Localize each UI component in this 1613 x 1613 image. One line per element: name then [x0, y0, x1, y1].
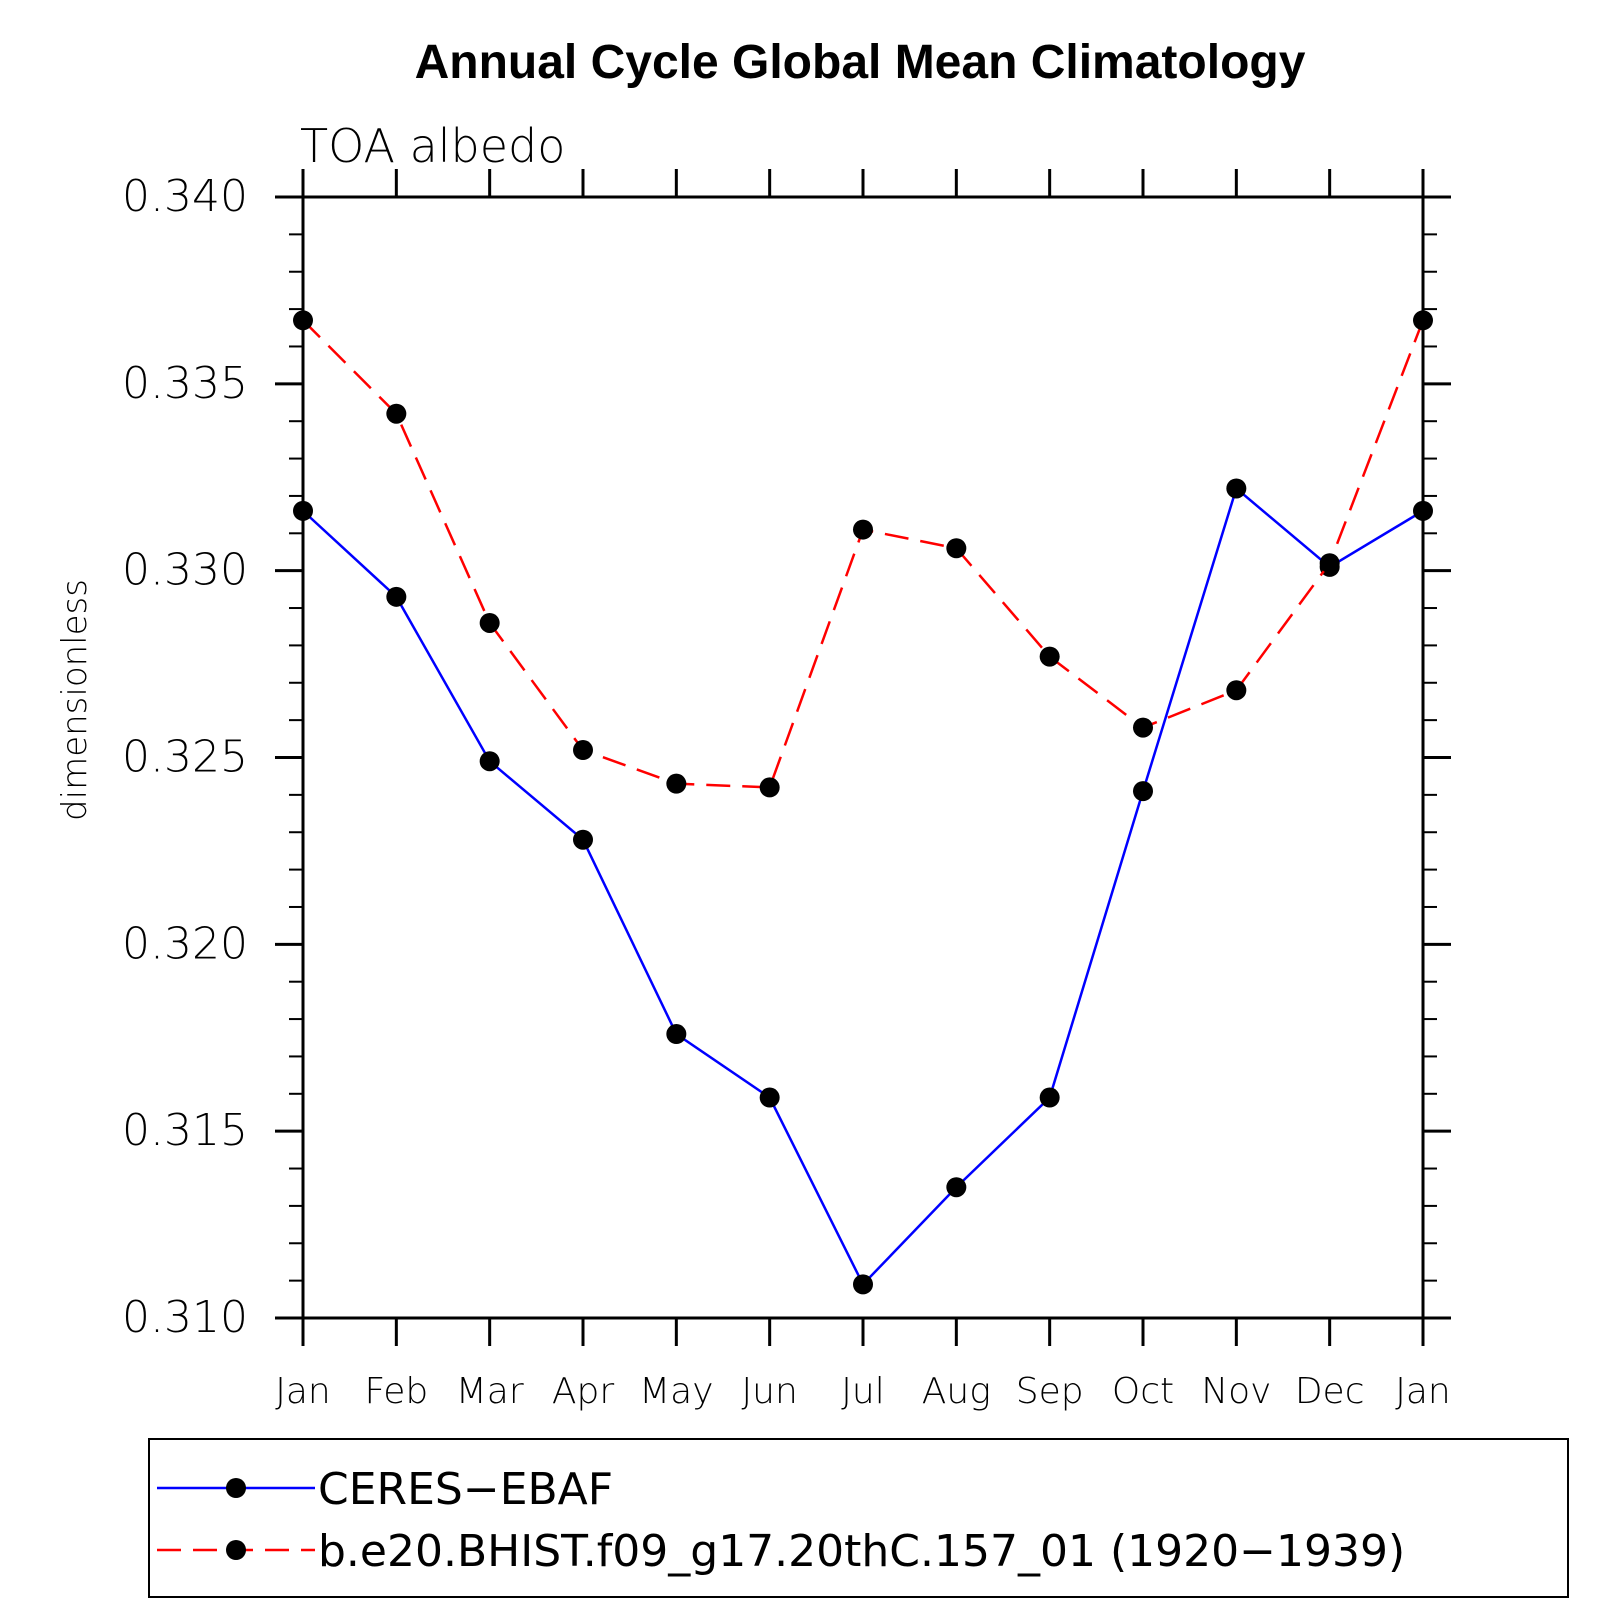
data-point	[386, 403, 407, 424]
data-point	[293, 500, 313, 521]
data-point	[946, 538, 967, 559]
data-point	[573, 829, 593, 850]
series-line-1	[302, 319, 1425, 789]
series-line-0	[302, 486, 1424, 1287]
data-point	[386, 586, 407, 607]
data-point	[853, 1274, 873, 1295]
data-point	[1413, 500, 1433, 521]
legend-label-1: b.e20.BHIST.f09_g17.20thC.157_01 (1920−1…	[318, 1526, 1405, 1577]
legend-marker-1	[226, 1540, 246, 1560]
data-point	[1226, 680, 1247, 701]
y-tick-label: 0.335	[122, 358, 248, 409]
x-tick-label: Nov	[1201, 1371, 1271, 1412]
x-tick-label: Apr	[552, 1371, 614, 1412]
x-tick-label: Aug	[922, 1371, 991, 1412]
x-tick-label: Jul	[841, 1371, 884, 1412]
data-point	[759, 1087, 780, 1108]
y-tick-label: 0.320	[122, 918, 248, 969]
data-point	[573, 740, 593, 761]
chart-subtitle: TOA albedo	[300, 119, 565, 173]
x-tick-label: Feb	[364, 1371, 428, 1412]
data-point	[853, 519, 873, 540]
legend-box	[148, 1438, 1569, 1598]
x-tick-label: Sep	[1016, 1371, 1084, 1412]
y-tick-label: 0.325	[122, 732, 248, 783]
plot-frame	[301, 195, 1425, 1320]
legend-label-0: CERES−EBAF	[318, 1464, 613, 1515]
y-tick-label: 0.340	[122, 171, 248, 222]
legend: CERES−EBAF b.e20.BHIST.f09_g17.20thC.157_…	[157, 1464, 1405, 1577]
legend-marker-0	[226, 1478, 246, 1498]
data-point	[479, 612, 500, 633]
data-point	[1039, 1087, 1060, 1108]
data-point	[946, 1177, 967, 1198]
chart-title: Annual Cycle Global Mean Climatology	[415, 36, 1306, 89]
data-point	[1039, 646, 1060, 667]
x-tick-label: Jan	[1395, 1371, 1451, 1412]
data-point	[759, 777, 780, 798]
data-point	[1133, 781, 1153, 802]
data-point	[479, 751, 500, 772]
series-layer	[293, 310, 1433, 1295]
y-tick-label: 0.310	[122, 1292, 248, 1343]
data-point	[666, 773, 687, 794]
y-tick-label: 0.315	[122, 1105, 248, 1156]
x-tick-label: Jan	[275, 1371, 331, 1412]
data-point	[293, 310, 313, 331]
data-point	[1226, 478, 1247, 499]
axes: Jan Feb Mar Apr May Jun Jul Aug Sep Oct Nov Dec Jan 0…	[122, 169, 1451, 1412]
data-point	[1133, 717, 1153, 738]
x-tick-label: Dec	[1295, 1371, 1365, 1412]
data-point	[1319, 553, 1340, 574]
x-tick-label: Jun	[742, 1371, 798, 1412]
x-tick-label: May	[639, 1371, 713, 1412]
y-tick-label: 0.330	[122, 545, 248, 596]
data-point	[1413, 310, 1433, 331]
x-tick-label: Oct	[1112, 1371, 1174, 1412]
y-axis-label: dimensionless	[55, 579, 95, 821]
x-tick-label: Mar	[456, 1371, 524, 1412]
data-point	[666, 1024, 687, 1045]
